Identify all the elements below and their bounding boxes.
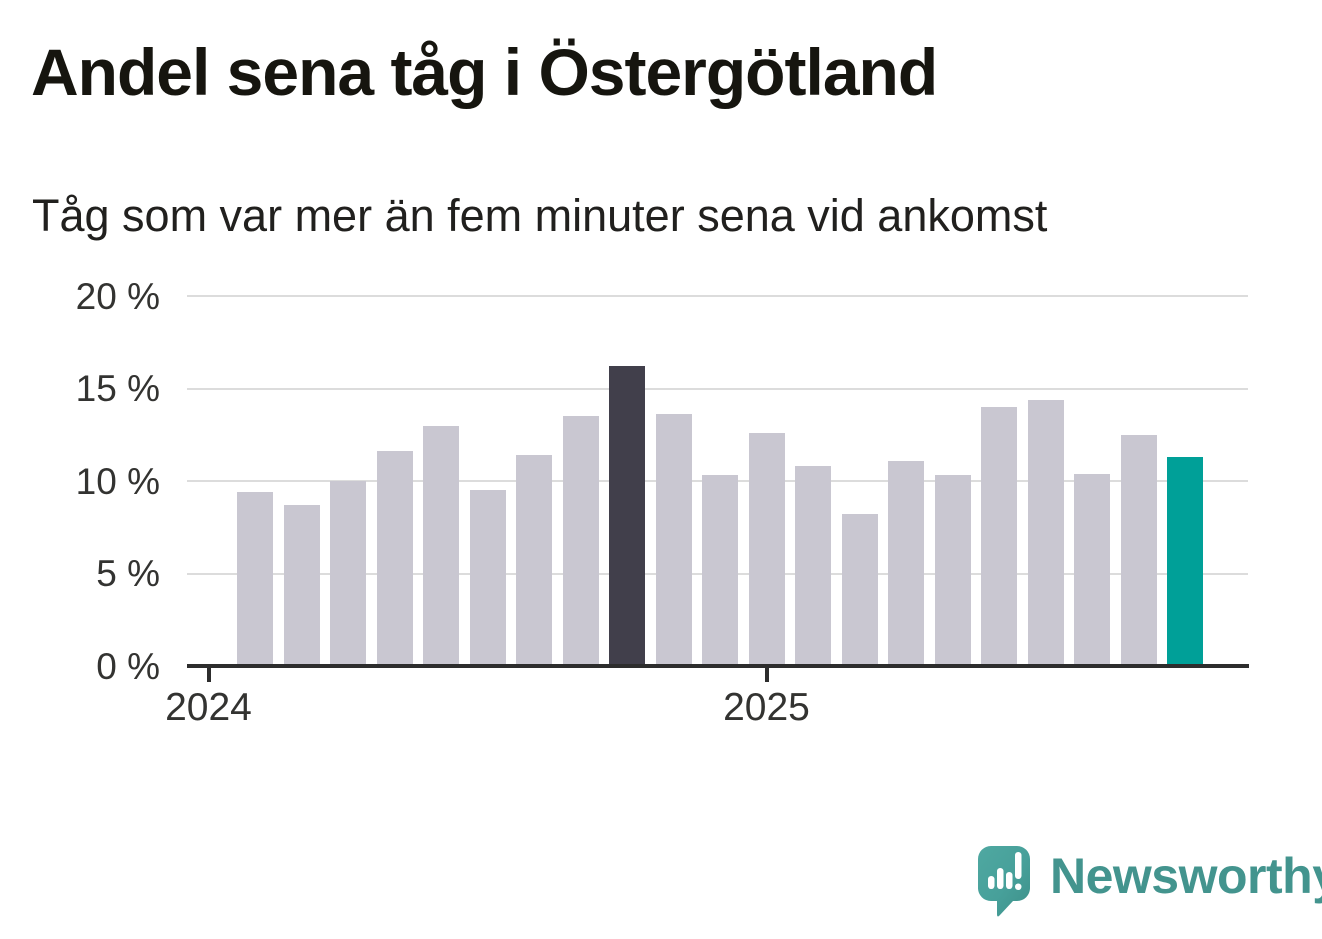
gridline-15 bbox=[187, 387, 1248, 390]
bar bbox=[330, 481, 366, 666]
page-title: Andel sena tåg i Östergötland bbox=[31, 35, 938, 109]
x-axis-tick bbox=[764, 666, 769, 682]
bar bbox=[516, 455, 552, 666]
x-tick-label-2024: 2024 bbox=[165, 686, 252, 729]
bar bbox=[655, 414, 692, 666]
bar bbox=[841, 514, 878, 666]
y-tick-label: 15 % bbox=[75, 368, 160, 409]
bar bbox=[1027, 399, 1064, 666]
bar bbox=[283, 505, 320, 666]
bar bbox=[423, 425, 459, 666]
y-tick-label: 10 % bbox=[75, 460, 160, 502]
bar bbox=[237, 492, 273, 666]
bar bbox=[376, 451, 413, 666]
x-tick-label-2025: 2025 bbox=[723, 686, 810, 729]
bar bbox=[795, 466, 831, 666]
bar bbox=[934, 475, 971, 666]
y-tick-label: 20 % bbox=[75, 275, 160, 317]
y-tick-label: 0 % bbox=[96, 645, 160, 687]
bar bbox=[1074, 473, 1110, 666]
y-tick-label: 5 % bbox=[96, 553, 160, 594]
bar bbox=[562, 416, 599, 666]
brand-name: Newsworthy bbox=[1050, 848, 1322, 904]
newsworthy-logo: Newsworthy bbox=[978, 846, 1322, 920]
bar bbox=[469, 490, 506, 666]
speech-bubble-bar-chart-icon bbox=[978, 846, 1030, 917]
x-axis-line bbox=[187, 664, 1249, 668]
gridline-20 bbox=[187, 295, 1248, 297]
x-axis-tick bbox=[206, 666, 211, 682]
bar-highlight-dark bbox=[609, 366, 645, 666]
chart-subtitle: Tåg som var mer än fem minuter sena vid … bbox=[32, 190, 1048, 241]
bar bbox=[981, 407, 1017, 666]
bar-highlight-accent bbox=[1167, 456, 1203, 666]
bar bbox=[888, 460, 924, 666]
bar bbox=[1120, 434, 1157, 666]
bar bbox=[748, 432, 785, 666]
bar bbox=[702, 475, 738, 666]
